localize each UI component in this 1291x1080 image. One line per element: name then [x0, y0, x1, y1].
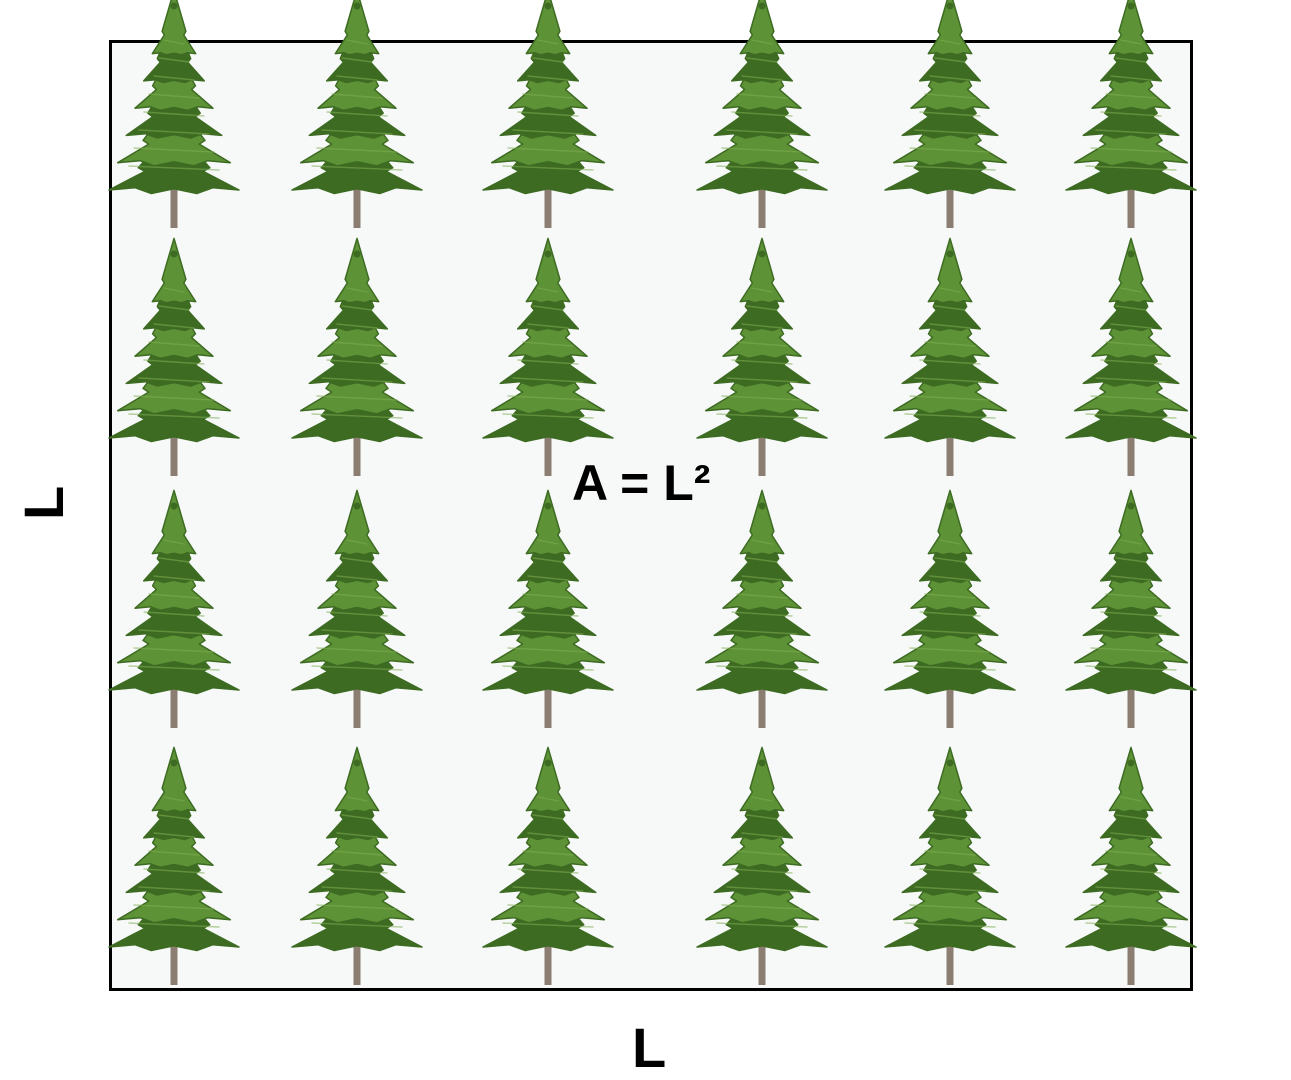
pine-tree-icon: [1065, 0, 1197, 228]
pine-tree-icon: [696, 746, 828, 985]
pine-tree-icon: [108, 237, 240, 476]
area-square: [109, 40, 1193, 991]
pine-tree-icon: [108, 0, 240, 228]
pine-tree-icon: [884, 0, 1016, 228]
pine-tree-icon: [482, 0, 614, 228]
pine-tree-icon: [1065, 746, 1197, 985]
pine-tree-icon: [884, 489, 1016, 728]
pine-tree-icon: [108, 489, 240, 728]
area-formula: A = L²: [572, 455, 711, 511]
pine-tree-icon: [291, 237, 423, 476]
pine-tree-icon: [482, 489, 614, 728]
left-side-label: L: [12, 485, 75, 520]
pine-tree-icon: [108, 746, 240, 985]
pine-tree-icon: [696, 0, 828, 228]
pine-tree-icon: [482, 746, 614, 985]
pine-tree-icon: [696, 237, 828, 476]
bottom-side-label: L: [632, 1016, 667, 1079]
pine-tree-icon: [884, 746, 1016, 985]
pine-tree-icon: [482, 237, 614, 476]
pine-tree-icon: [1065, 237, 1197, 476]
pine-tree-icon: [884, 237, 1016, 476]
pine-tree-icon: [696, 489, 828, 728]
pine-tree-icon: [291, 746, 423, 985]
pine-tree-icon: [1065, 489, 1197, 728]
pine-tree-icon: [291, 0, 423, 228]
pine-tree-icon: [291, 489, 423, 728]
